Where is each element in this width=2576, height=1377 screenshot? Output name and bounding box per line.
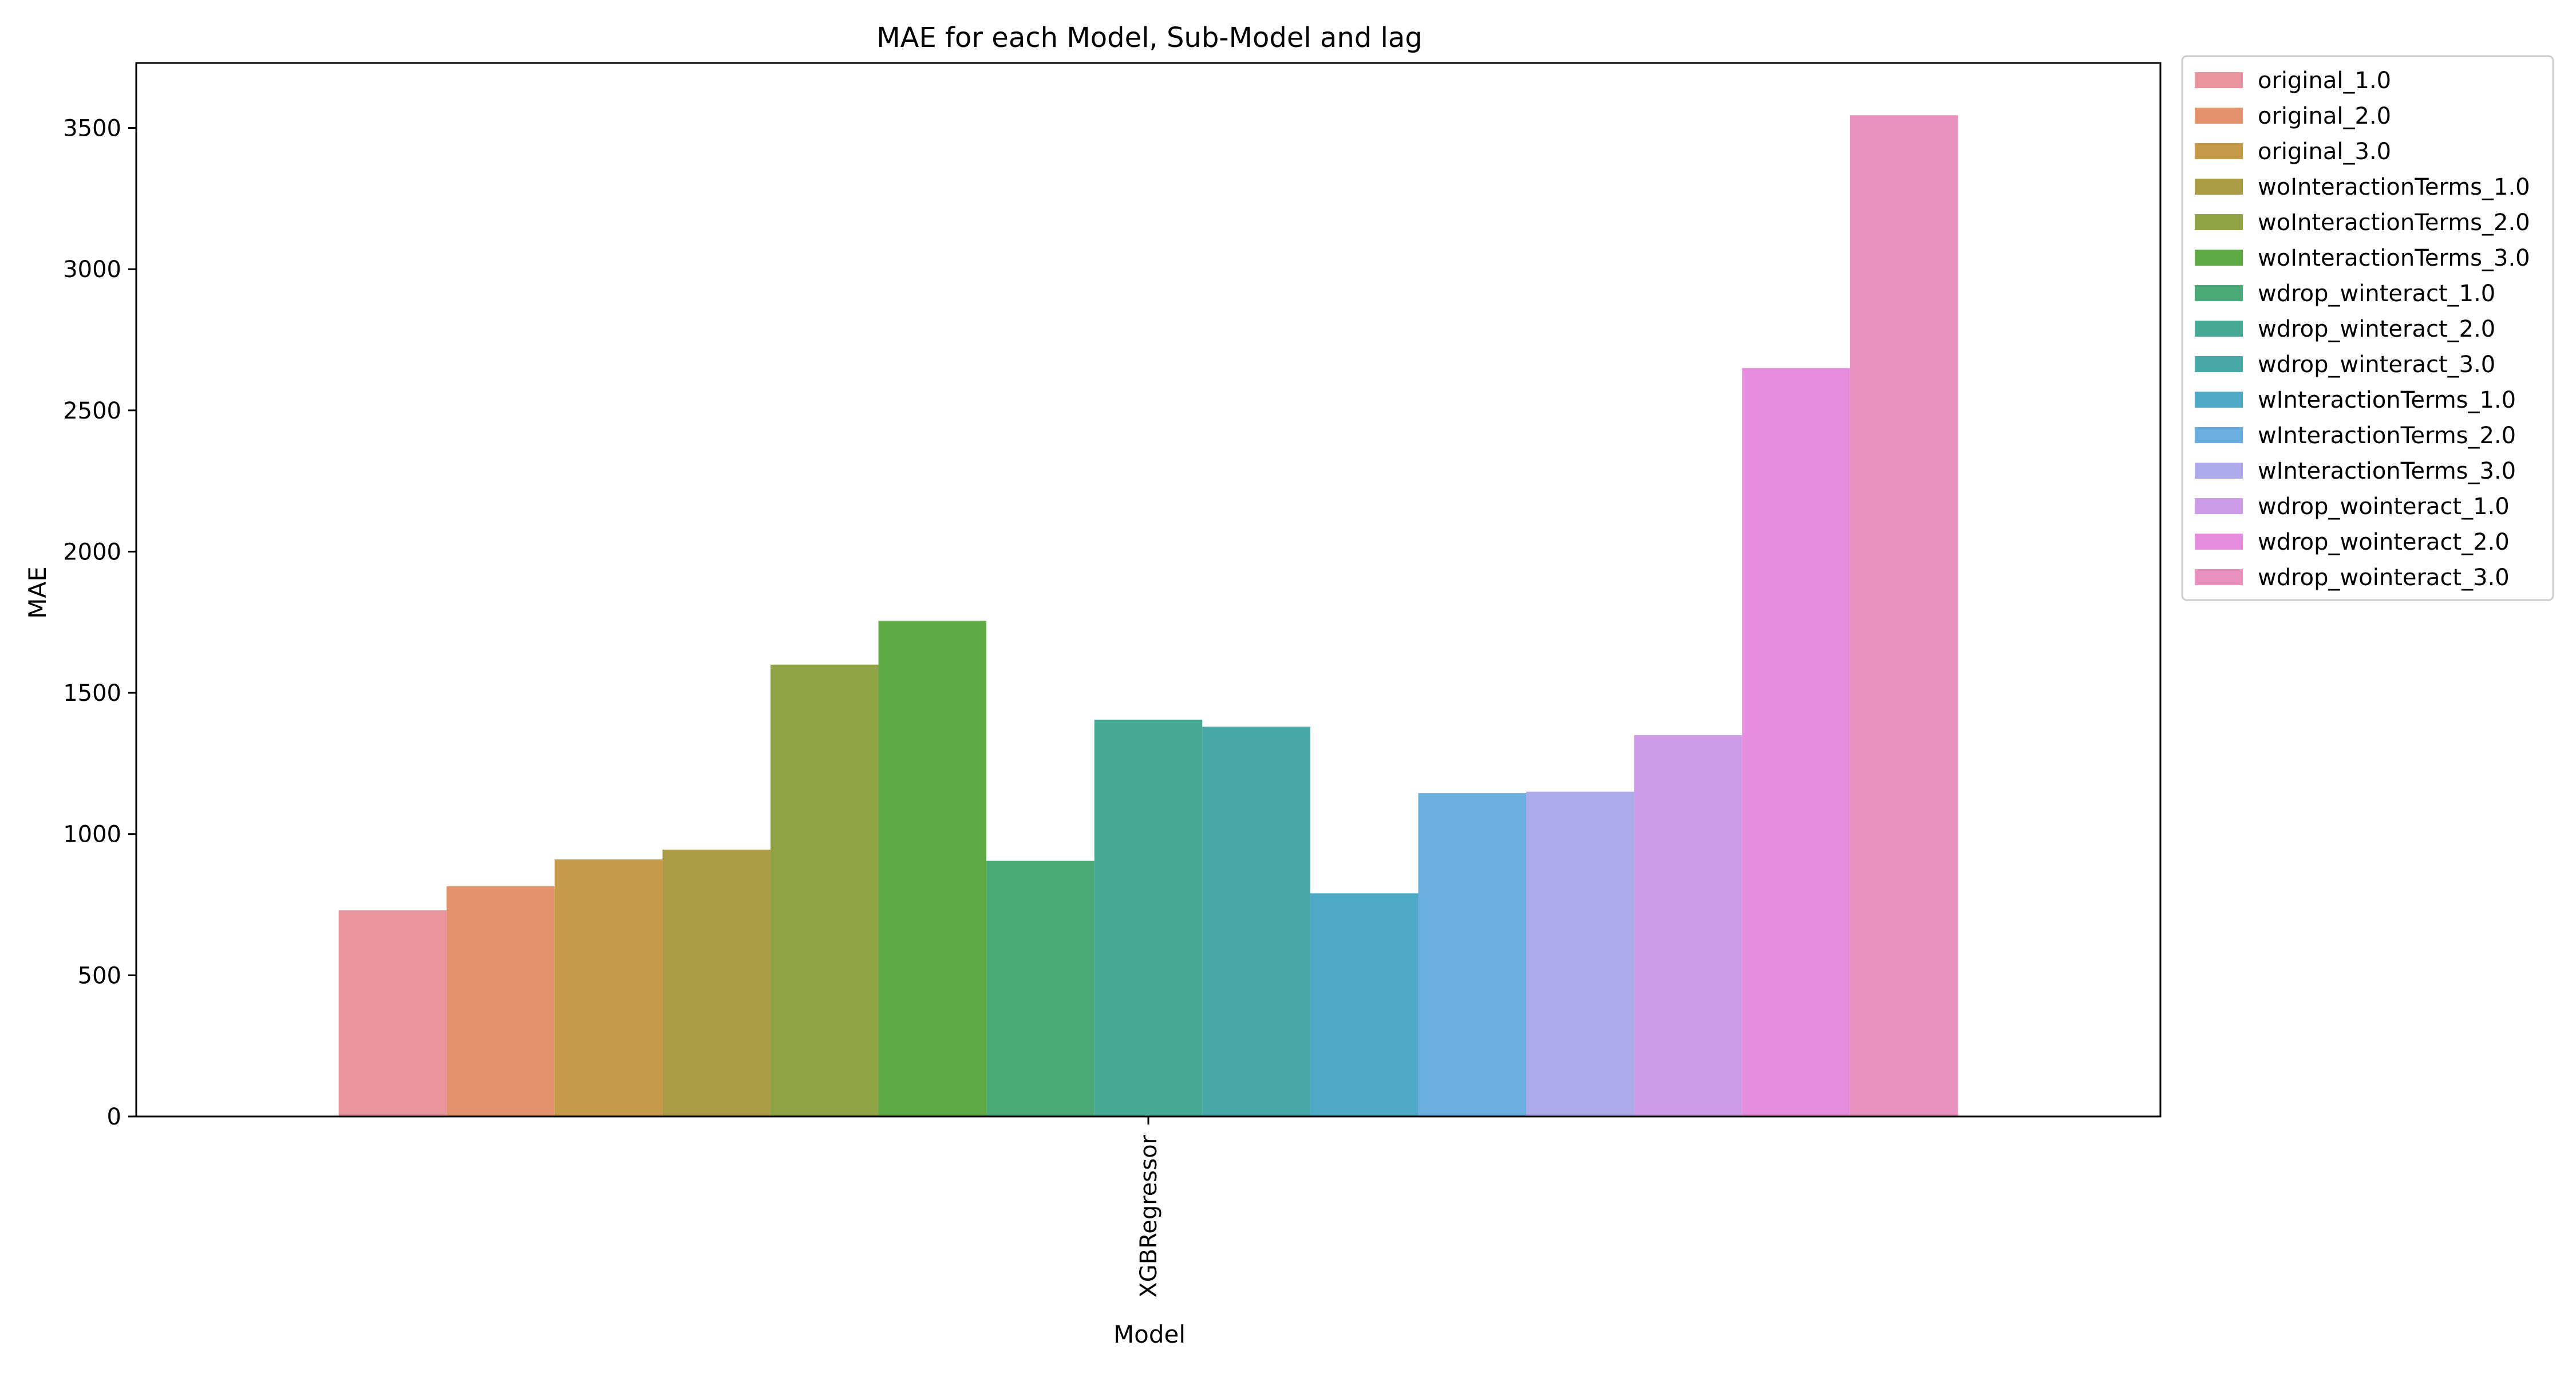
legend-label: woInteractionTerms_3.0	[2258, 245, 2530, 271]
legend-swatch	[2195, 250, 2243, 266]
legend-label: wdrop_wointeract_1.0	[2258, 494, 2510, 520]
y-tick-label: 1000	[63, 822, 121, 848]
legend-swatch	[2195, 534, 2243, 550]
y-tick-label: 3000	[63, 257, 121, 283]
x-tick-label: XGBRegressor	[1136, 1134, 1162, 1297]
bar-woInteractionTerms_1.0	[662, 849, 771, 1116]
bar-original_3.0	[554, 859, 663, 1116]
legend-label: wdrop_winteract_3.0	[2258, 352, 2495, 378]
legend-label: wInteractionTerms_3.0	[2258, 458, 2516, 484]
legend-label: wdrop_winteract_1.0	[2258, 281, 2495, 307]
chart-title: MAE for each Model, Sub-Model and lag	[876, 22, 1423, 54]
y-axis: 0 500 1000 1500 2000 2500 3000 3500	[63, 115, 136, 1130]
legend-swatch	[2195, 427, 2243, 443]
legend-swatch	[2195, 214, 2243, 230]
x-axis: XGBRegressor	[1136, 1116, 1162, 1298]
bar-wdrop_wointeract_2.0	[1742, 368, 1850, 1116]
bar-wdrop_wointeract_3.0	[1850, 115, 1958, 1117]
legend-swatch	[2195, 143, 2243, 159]
bar-wInteractionTerms_3.0	[1526, 791, 1634, 1116]
legend-swatch	[2195, 72, 2243, 88]
legend-label: wdrop_wointeract_3.0	[2258, 565, 2510, 591]
legend-label: woInteractionTerms_2.0	[2258, 210, 2530, 236]
bars-group	[338, 115, 1958, 1117]
legend-swatch	[2195, 392, 2243, 408]
legend: original_1.0 original_2.0 original_3.0 woIn…	[2181, 55, 2554, 601]
legend-label: woInteractionTerms_1.0	[2258, 174, 2530, 200]
legend-swatch	[2195, 498, 2243, 514]
legend-swatch	[2195, 569, 2243, 585]
bar-wdrop_winteract_2.0	[1094, 719, 1203, 1116]
y-axis-label: MAE	[23, 566, 52, 619]
legend-label: wInteractionTerms_2.0	[2258, 423, 2516, 449]
legend-frame	[2181, 55, 2554, 601]
x-axis-label: Model	[1113, 1320, 1186, 1348]
bar-woInteractionTerms_3.0	[878, 621, 987, 1116]
y-tick-label: 500	[78, 962, 121, 989]
y-tick-label: 1500	[63, 680, 121, 707]
bar-wInteractionTerms_1.0	[1310, 893, 1419, 1116]
legend-label: wInteractionTerms_1.0	[2258, 387, 2516, 413]
bar-wdrop_winteract_1.0	[986, 861, 1095, 1116]
legend-swatch	[2195, 285, 2243, 301]
legend-label: original_2.0	[2258, 103, 2391, 129]
y-tick-label: 0	[107, 1104, 121, 1130]
legend-swatch	[2195, 463, 2243, 479]
plot-frame	[135, 62, 2162, 1118]
bar-woInteractionTerms_2.0	[770, 664, 879, 1116]
y-tick-label: 3500	[63, 115, 121, 141]
legend-swatch	[2195, 321, 2243, 337]
legend-swatch	[2195, 356, 2243, 372]
legend-label: original_1.0	[2258, 68, 2391, 94]
legend-swatch	[2195, 179, 2243, 195]
bar-wInteractionTerms_2.0	[1418, 793, 1527, 1116]
bar-original_2.0	[447, 886, 555, 1116]
legend-label: wdrop_wointeract_2.0	[2258, 529, 2510, 555]
bar-wdrop_winteract_3.0	[1202, 727, 1310, 1116]
y-tick-label: 2500	[63, 398, 121, 424]
legend-swatch	[2195, 108, 2243, 124]
y-tick-label: 2000	[63, 539, 121, 565]
legend-label: wdrop_winteract_2.0	[2258, 316, 2495, 342]
bar-wdrop_wointeract_1.0	[1634, 735, 1743, 1116]
bar-original_1.0	[338, 910, 447, 1116]
legend-label: original_3.0	[2258, 139, 2391, 165]
